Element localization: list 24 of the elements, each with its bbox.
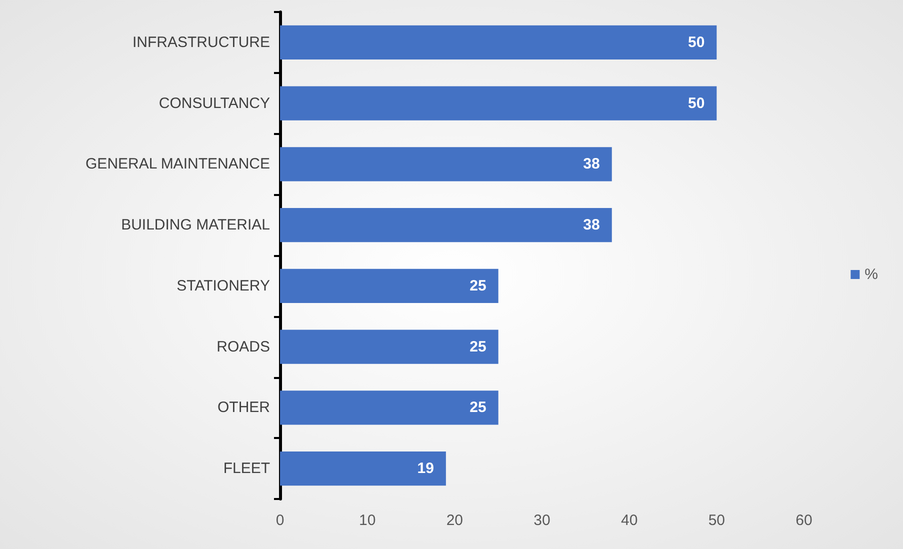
x-tick-label: 60: [796, 512, 812, 529]
legend-label: %: [864, 266, 878, 283]
data-label: 25: [470, 399, 486, 416]
y-tick-label: FLEET: [223, 460, 270, 478]
data-label: 38: [583, 156, 600, 173]
data-label: 25: [470, 277, 486, 294]
data-label: 19: [417, 460, 434, 478]
x-tick-label: 40: [620, 512, 638, 529]
y-tick-label: CONSULTANCY: [158, 94, 270, 112]
x-tick-label: 0: [276, 512, 284, 529]
data-label: 25: [470, 338, 486, 356]
x-tick-label: 50: [708, 512, 726, 529]
y-tick-label: ROADS: [216, 338, 270, 356]
data-label: 38: [583, 216, 600, 234]
y-tick-label: BUILDING MATERIAL: [121, 216, 270, 234]
y-tick-label: STATIONERY: [176, 277, 270, 294]
data-label: 50: [688, 94, 705, 112]
y-tick-label: OTHER: [218, 399, 270, 416]
x-tick-label: 10: [358, 512, 376, 529]
y-tick-label: INFRASTRUCTURE: [132, 34, 270, 51]
data-label: 50: [688, 34, 705, 51]
x-tick-label: 30: [534, 512, 550, 529]
y-tick-label: GENERAL MAINTENANCE: [86, 156, 270, 173]
x-tick-label: 20: [446, 512, 464, 529]
